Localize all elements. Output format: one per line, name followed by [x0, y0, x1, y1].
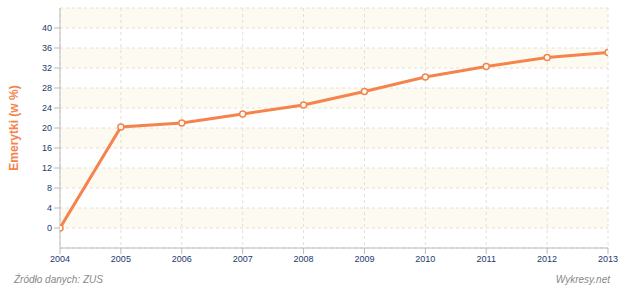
html-text:Źródło danych: ZUS: Źródło danych: ZUS	[14, 274, 103, 285]
svg-text:2009: 2009	[354, 254, 374, 264]
svg-text:16: 16	[42, 143, 52, 153]
svg-text:24: 24	[42, 103, 52, 113]
svg-text:8: 8	[47, 183, 52, 193]
svg-text:28: 28	[42, 83, 52, 93]
svg-text:20: 20	[42, 123, 52, 133]
svg-text:40: 40	[42, 23, 52, 33]
svg-text:0: 0	[47, 223, 52, 233]
svg-text:2013: 2013	[598, 254, 612, 264]
svg-text:2012: 2012	[537, 254, 557, 264]
svg-text:12: 12	[42, 163, 52, 173]
svg-text:32: 32	[42, 63, 52, 73]
svg-text:2011: 2011	[477, 254, 496, 264]
svg-text:2006: 2006	[172, 254, 192, 264]
svg-text:2007: 2007	[233, 254, 253, 264]
svg-text:2004: 2004	[50, 254, 70, 264]
svg-text:2005: 2005	[111, 254, 131, 264]
svg-text:2010: 2010	[415, 254, 435, 264]
html-text:Wykresy.net: Wykresy.net	[555, 274, 610, 285]
html-text:wykresy.net: wykresy.net	[170, 61, 579, 133]
svg-text:4: 4	[47, 203, 52, 213]
svg-text:2008: 2008	[294, 254, 314, 264]
svg-text:Emerytki (w %): Emerytki (w %)	[8, 85, 21, 170]
svg-text:36: 36	[42, 43, 52, 53]
